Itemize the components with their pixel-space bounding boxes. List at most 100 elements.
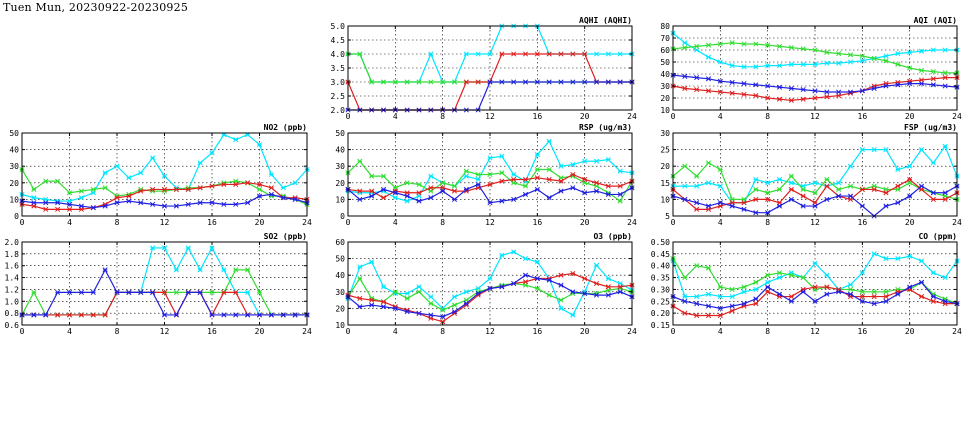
data-point-blue xyxy=(416,310,422,316)
data-point-cyan xyxy=(605,157,611,163)
data-point-blue xyxy=(90,205,96,211)
data-point-green xyxy=(369,173,375,179)
data-point-cyan xyxy=(78,195,84,201)
data-point-red xyxy=(788,293,794,300)
data-point-green xyxy=(729,286,735,292)
data-point-blue xyxy=(546,79,552,85)
data-point-cyan xyxy=(859,58,865,64)
data-point-cyan xyxy=(883,147,889,153)
data-point-blue xyxy=(475,290,481,297)
data-point-cyan xyxy=(593,158,600,164)
data-point-green xyxy=(440,307,446,313)
data-point-blue xyxy=(440,188,446,194)
y-tick-label: 0.45 xyxy=(651,250,670,259)
data-point-blue xyxy=(43,312,49,318)
y-tick-label: 20 xyxy=(9,179,19,188)
data-point-blue xyxy=(859,203,865,209)
data-point-blue xyxy=(90,289,96,295)
x-tick-label: 16 xyxy=(533,327,543,336)
x-tick-label: 24 xyxy=(627,112,637,121)
data-point-cyan xyxy=(942,47,948,53)
data-point-blue xyxy=(871,301,877,307)
data-point-green xyxy=(428,79,434,85)
data-point-green xyxy=(357,51,363,57)
data-point-green xyxy=(487,171,493,178)
data-point-blue xyxy=(617,191,623,197)
x-tick-label: 4 xyxy=(718,218,723,227)
data-point-green xyxy=(883,58,889,64)
data-point-cyan xyxy=(765,180,771,186)
data-point-blue xyxy=(173,312,179,318)
data-point-blue xyxy=(221,201,227,207)
data-point-cyan xyxy=(717,183,723,189)
data-point-cyan xyxy=(883,53,889,59)
data-point-cyan xyxy=(907,163,913,169)
data-point-cyan xyxy=(499,252,505,258)
data-point-blue xyxy=(753,296,759,302)
chart-title: AQHI (AQHI) xyxy=(579,16,632,25)
data-point-blue xyxy=(765,83,771,89)
y-tick-label: 1.8 xyxy=(5,250,20,259)
data-point-red xyxy=(369,297,375,303)
y-tick-label: 1.0 xyxy=(5,297,20,306)
data-point-blue xyxy=(209,312,215,318)
data-point-red xyxy=(617,284,623,290)
data-point-blue xyxy=(511,196,517,202)
data-point-cyan xyxy=(930,160,936,166)
data-point-green xyxy=(369,79,375,85)
data-point-blue xyxy=(729,303,735,309)
data-point-green xyxy=(812,47,818,53)
data-point-cyan xyxy=(895,166,901,173)
data-point-blue xyxy=(463,186,469,192)
data-point-blue xyxy=(847,193,854,199)
y-tick-label: 40 xyxy=(660,70,670,79)
data-point-cyan xyxy=(883,256,889,262)
data-point-green xyxy=(357,275,363,282)
data-point-cyan xyxy=(788,180,794,186)
page-title: Tuen Mun, 20230922-20230925 xyxy=(3,1,189,14)
data-point-cyan xyxy=(428,173,434,179)
data-point-blue xyxy=(173,203,179,209)
data-point-red xyxy=(150,186,156,192)
data-point-green xyxy=(416,181,422,188)
data-point-blue xyxy=(593,79,600,85)
data-point-blue xyxy=(357,304,363,310)
data-point-green xyxy=(800,186,806,192)
data-point-green xyxy=(546,166,552,173)
data-point-cyan xyxy=(558,305,564,311)
data-point-blue xyxy=(114,289,120,295)
data-point-green xyxy=(729,40,735,46)
data-point-blue xyxy=(197,200,203,206)
data-point-blue xyxy=(245,200,251,206)
data-point-red xyxy=(102,312,108,318)
data-point-red xyxy=(558,272,564,278)
data-point-green xyxy=(765,190,771,196)
data-point-red xyxy=(173,186,179,192)
data-point-blue xyxy=(705,303,712,309)
data-point-green xyxy=(617,198,623,204)
data-point-green xyxy=(824,49,830,55)
data-point-cyan xyxy=(380,284,387,290)
data-point-red xyxy=(859,293,865,300)
y-tick-label: 60 xyxy=(660,46,670,55)
data-point-blue xyxy=(292,312,298,318)
data-point-blue xyxy=(907,81,913,87)
data-point-blue xyxy=(102,267,108,273)
data-point-green xyxy=(788,173,794,179)
data-point-cyan xyxy=(463,173,469,179)
data-point-blue xyxy=(812,203,818,209)
data-point-red xyxy=(357,295,363,301)
x-tick-label: 24 xyxy=(952,327,962,336)
y-tick-label: 2.0 xyxy=(331,106,346,115)
x-tick-label: 24 xyxy=(627,327,637,336)
y-tick-label: 4.5 xyxy=(331,36,346,45)
data-point-red xyxy=(221,289,227,295)
data-point-red xyxy=(717,312,723,319)
data-point-blue xyxy=(522,191,529,197)
y-tick-label: 50 xyxy=(335,129,345,138)
data-point-blue xyxy=(185,289,191,295)
data-point-green xyxy=(682,45,688,51)
data-point-red xyxy=(942,75,948,81)
y-tick-label: 0.15 xyxy=(651,321,670,330)
